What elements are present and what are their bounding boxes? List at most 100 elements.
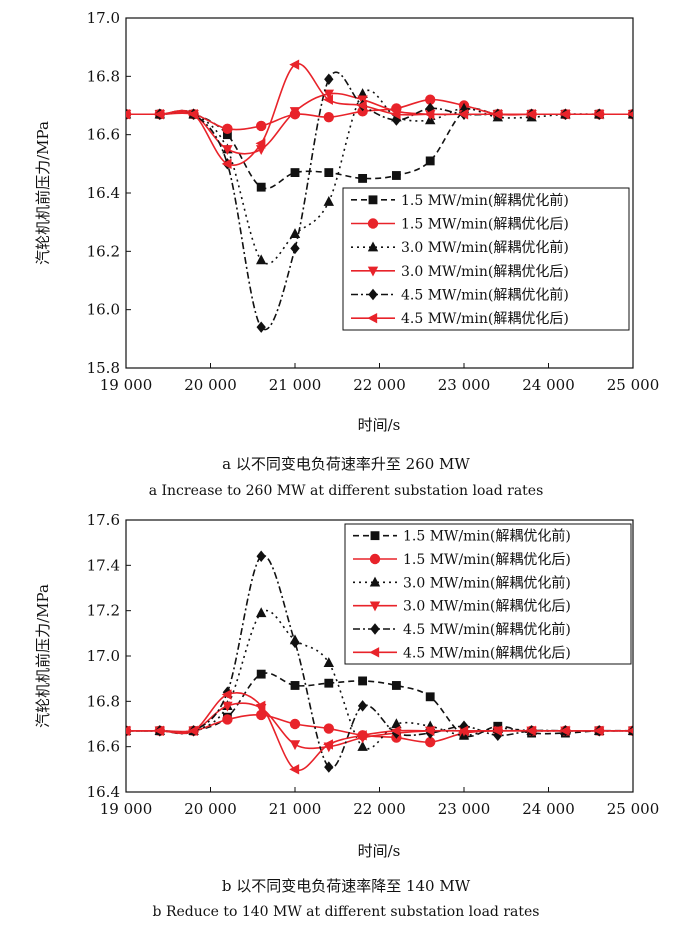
- x-tick-label: 20 000: [184, 800, 237, 818]
- legend-label: 1.5 MW/min(解耦优化后): [401, 217, 569, 233]
- data-point-triangle-up: [323, 657, 334, 667]
- data-point-triangle-left: [424, 725, 435, 736]
- data-point-triangle-left: [525, 109, 536, 120]
- data-point-triangle-left: [559, 109, 570, 120]
- data-point-circle: [425, 736, 436, 748]
- series-line-1: [126, 672, 633, 738]
- legend-marker-diamond: [370, 623, 380, 635]
- legend-label: 4.5 MW/min(解耦优化前): [403, 621, 571, 638]
- x-tick-label: 23 000: [438, 800, 491, 818]
- y-tick-label: 17.0: [87, 9, 120, 27]
- x-tick-label: 21 000: [269, 376, 322, 394]
- data-point-diamond: [256, 321, 266, 333]
- x-tick-label: 24 000: [522, 800, 575, 818]
- x-tick-label: 19 000: [100, 800, 153, 818]
- data-point-triangle-left: [126, 725, 131, 736]
- legend-label: 4.5 MW/min(解耦优化后): [403, 645, 571, 661]
- data-point-triangle-left: [356, 730, 367, 741]
- data-point-triangle-up: [323, 196, 334, 206]
- data-point-square: [290, 168, 300, 178]
- data-point-triangle-left: [126, 109, 131, 120]
- y-tick-label: 16.2: [87, 242, 120, 260]
- data-point-triangle-up: [391, 718, 402, 729]
- data-point-triangle-down: [289, 740, 301, 751]
- data-point-triangle-left: [559, 725, 570, 736]
- legend-marker-triangle-up: [367, 241, 379, 252]
- series-line-3: [126, 609, 633, 750]
- data-point-square: [358, 676, 368, 686]
- data-point-square: [391, 171, 401, 180]
- y-tick-label: 16.4: [87, 184, 120, 202]
- data-point-triangle-left: [492, 109, 502, 120]
- legend-a: 1.5 MW/min(解耦优化前) 1.5 MW/min(解耦优化后) 3.0 MW…: [342, 187, 630, 331]
- data-point-circle: [256, 120, 267, 132]
- data-point-triangle-down: [222, 701, 233, 712]
- y-tick-label: 16.6: [87, 738, 120, 756]
- data-point-square: [324, 168, 334, 178]
- series-line-6: [126, 63, 633, 166]
- legend-label: 3.0 MW/min(解耦优化后): [401, 264, 569, 280]
- x-tick-label: 19 000: [100, 376, 153, 394]
- x-tick-label: 21 000: [269, 800, 322, 818]
- data-point-triangle-left: [492, 725, 502, 736]
- legend-label: 3.0 MW/min(解耦优化后): [403, 599, 571, 615]
- y-tick-label: 17.4: [87, 556, 120, 574]
- data-point-triangle-left: [187, 725, 198, 736]
- legend-marker-diamond: [368, 288, 378, 301]
- chart-panel-a: 19 000 20 000 21 000 22 000 23 000 24 000 25 0…: [34, 9, 659, 499]
- data-point-diamond: [459, 720, 469, 732]
- legend-marker-triangle-left: [367, 312, 378, 324]
- x-tick-label: 25 000: [607, 800, 660, 818]
- data-point-triangle-up: [256, 254, 267, 265]
- data-point-triangle-down: [222, 145, 233, 155]
- x-tick-label: 22 000: [353, 376, 406, 394]
- legend-frame: [344, 523, 632, 665]
- data-point-triangle-left: [458, 109, 469, 120]
- series-a: [126, 59, 633, 333]
- legend-frame: [342, 187, 630, 331]
- data-point-triangle-left: [289, 764, 300, 775]
- data-point-diamond: [290, 636, 300, 649]
- series-line-6: [126, 691, 633, 772]
- legend-marker-square: [368, 195, 378, 205]
- data-point-triangle-left: [458, 725, 469, 736]
- data-point-triangle-left: [323, 94, 333, 105]
- data-point-diamond: [357, 700, 368, 712]
- legend-label: 1.5 MW/min(解耦优化后): [403, 552, 571, 568]
- data-point-triangle-left: [593, 109, 604, 120]
- data-point-square: [391, 681, 401, 690]
- series-line-3: [126, 89, 633, 265]
- data-point-circle: [256, 709, 267, 721]
- y-tick-label: 17.2: [87, 602, 120, 620]
- x-tick-label: 24 000: [522, 376, 575, 394]
- caption-en-a: a Increase to 260 MW at different substa…: [149, 483, 544, 499]
- x-axis-title-a: 时间/s: [358, 416, 401, 434]
- data-point-triangle-left: [390, 725, 401, 736]
- y-tick-label: 16.0: [87, 301, 120, 319]
- data-point-triangle-left: [221, 158, 232, 170]
- legend-marker-circle: [367, 218, 379, 229]
- data-point-circle: [222, 714, 233, 725]
- data-point-triangle-down: [289, 107, 301, 118]
- legend-marker-triangle-down: [367, 266, 379, 277]
- data-point-triangle-left: [390, 109, 401, 120]
- x-tick-label: 22 000: [353, 800, 406, 818]
- legend-marker-square: [370, 531, 380, 541]
- x-axis-title-b: 时间/s: [358, 842, 401, 860]
- legend-label: 4.5 MW/min(解耦优化后): [401, 311, 569, 327]
- data-point-circle: [323, 723, 334, 734]
- legend-marker-triangle-up: [369, 576, 381, 587]
- ticks-b: 19 000 20 000 21 000 22 000 23 000 24 000 25 0…: [87, 511, 660, 818]
- data-point-triangle-left: [323, 739, 333, 750]
- legend-label: 4.5 MW/min(解耦优化前): [401, 287, 569, 304]
- data-point-square: [290, 681, 300, 690]
- x-tick-label: 25 000: [607, 376, 660, 394]
- data-point-square: [222, 130, 232, 140]
- caption-cn-a: a 以不同变电负荷速率升至 260 MW: [222, 455, 470, 473]
- ticks-a: 19 000 20 000 21 000 22 000 23 000 24 000 25 0…: [87, 9, 660, 394]
- data-point-circle: [425, 94, 436, 105]
- data-point-diamond: [324, 761, 334, 773]
- data-point-square: [256, 182, 266, 192]
- data-point-square: [324, 678, 334, 688]
